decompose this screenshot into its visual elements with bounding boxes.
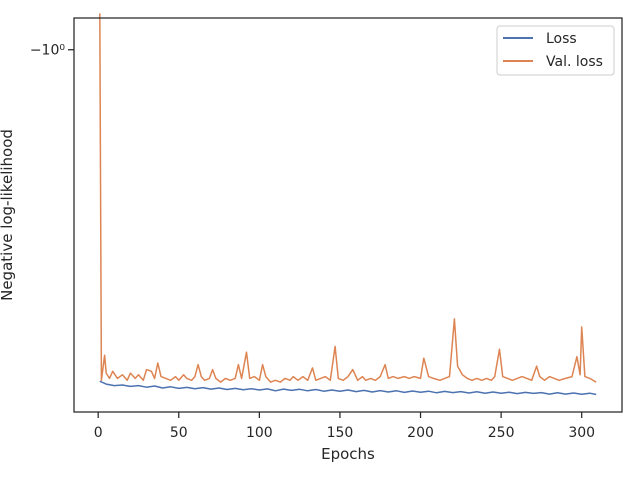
x-tick-label: 200 xyxy=(407,425,434,441)
plot-frame xyxy=(73,17,623,413)
series-layer xyxy=(99,13,597,396)
x-tick-label: 100 xyxy=(246,425,273,441)
x-axis: 0 50 100 150 200 250 300 xyxy=(94,412,595,441)
x-axis-title: Epochs xyxy=(321,445,375,463)
legend-label-loss: Loss xyxy=(546,31,577,47)
legend-label-val-loss: Val. loss xyxy=(546,54,603,70)
series-line-loss xyxy=(99,380,597,396)
y-tick-label: −10⁰ xyxy=(30,43,66,59)
x-tick-label: 0 xyxy=(94,425,103,441)
legend: Loss Val. loss xyxy=(496,25,615,76)
x-tick-label: 300 xyxy=(568,425,595,441)
series-line-val-loss xyxy=(99,13,597,383)
x-tick-label: 250 xyxy=(488,425,515,441)
x-tick-label: 150 xyxy=(327,425,354,441)
x-tick-label: 50 xyxy=(170,425,188,441)
y-axis: −10⁰ xyxy=(30,43,74,59)
y-axis-title: Negative log-likelihood xyxy=(0,129,16,301)
